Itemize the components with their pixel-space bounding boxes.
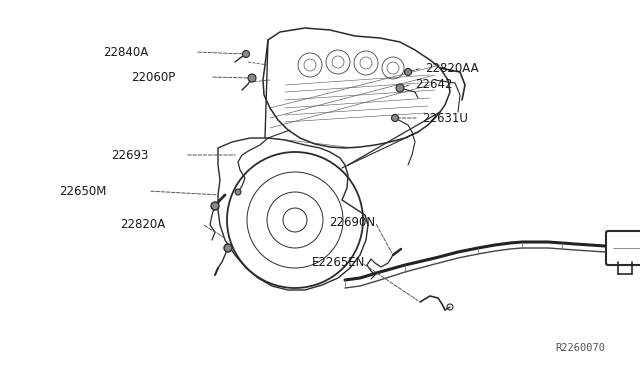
- Text: 22642: 22642: [415, 77, 452, 90]
- Circle shape: [248, 74, 256, 82]
- Circle shape: [404, 68, 412, 76]
- Text: 22820A: 22820A: [120, 218, 165, 231]
- Text: 22650M: 22650M: [60, 185, 107, 198]
- Text: 22840A: 22840A: [103, 45, 148, 58]
- Circle shape: [224, 244, 232, 252]
- Text: 22693: 22693: [111, 148, 148, 161]
- Text: 22631U: 22631U: [422, 112, 468, 125]
- Circle shape: [235, 189, 241, 195]
- Circle shape: [243, 51, 250, 58]
- Text: 22820AA: 22820AA: [425, 61, 479, 74]
- Text: 22690N: 22690N: [329, 215, 375, 228]
- Text: 22060P: 22060P: [131, 71, 175, 83]
- Text: R2260070: R2260070: [555, 343, 605, 353]
- Circle shape: [392, 115, 399, 122]
- Circle shape: [211, 202, 219, 210]
- Circle shape: [396, 84, 404, 92]
- Text: E2265EN: E2265EN: [312, 257, 365, 269]
